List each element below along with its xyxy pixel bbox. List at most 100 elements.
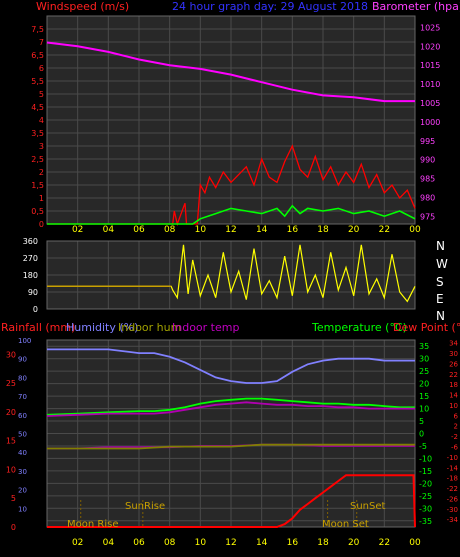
baro-y-tick-label: 1000 xyxy=(420,118,440,127)
temp-y-tick-label: 25 xyxy=(419,367,429,376)
wind-y-tick-label: 7 xyxy=(39,38,44,47)
rain-y-tick-label: 0 xyxy=(11,523,16,532)
temp-y-tick-label: -35 xyxy=(419,517,432,526)
wind-title: Windspeed (m/s) xyxy=(36,0,129,13)
wind-direction-line xyxy=(47,244,416,303)
series-layer xyxy=(46,41,416,528)
moonrise-label: Moon Rise xyxy=(67,519,118,530)
wind-plot-frame xyxy=(46,15,416,225)
dewpoint-y-tick-label: -30 xyxy=(447,506,458,514)
wind-x-tick-label: 18 xyxy=(317,225,329,235)
dewpoint-y-tick-label: 2 xyxy=(454,423,458,431)
wind-y-tick-label: 1 xyxy=(39,194,44,203)
dir-y-tick-label: 0 xyxy=(33,305,38,314)
indoor-hum-line xyxy=(47,443,415,450)
climate-x-tick-label: 04 xyxy=(103,538,115,548)
dewpoint-y-tick-label: 18 xyxy=(449,381,458,389)
wind-x-tick-label: 02 xyxy=(72,225,83,235)
dewpoint-y-tick-label: -34 xyxy=(447,516,459,524)
climate-x-tick-label: 14 xyxy=(256,538,268,548)
dir-plot-frame xyxy=(46,240,416,310)
dewpoint-y-tick-label: -6 xyxy=(451,443,459,451)
rainfall-line xyxy=(47,474,416,528)
temp-y-tick-label: 35 xyxy=(419,342,429,351)
humidity-y-tick-label: 40 xyxy=(18,449,27,457)
baro-y-tick-label: 1010 xyxy=(420,80,440,89)
humidity-y-tick-label: 20 xyxy=(18,487,27,495)
dir-label-n-bottom: N xyxy=(436,309,445,323)
barometer-line xyxy=(46,41,415,103)
wind-y-tick-label: 5 xyxy=(39,90,44,99)
dewpoint-line xyxy=(46,401,415,417)
baro-y-tick-label: 1005 xyxy=(420,99,440,108)
dewpoint-y-tick-label: 10 xyxy=(449,402,458,410)
humidity-y-tick-label: 70 xyxy=(18,393,27,401)
dewpoint-y-tick-label: 26 xyxy=(449,360,458,368)
wind-y-tick-label: 4,5 xyxy=(31,103,44,112)
event-layer xyxy=(80,500,358,527)
climate-x-tick-label: 20 xyxy=(348,538,360,548)
rain-y-tick-label: 20 xyxy=(6,408,16,417)
rain-y-tick-label: 15 xyxy=(6,437,16,446)
wind-y-tick-label: 0,5 xyxy=(31,207,44,216)
direction-labels: N W S E N xyxy=(436,239,448,323)
sunset-label: SunSet xyxy=(350,501,386,512)
temp-y-tick-label: -25 xyxy=(419,492,432,501)
moonset-label: Moon Set xyxy=(322,519,369,530)
dewpoint-y-tick-label: 30 xyxy=(449,350,458,358)
sunrise-label: SunRise xyxy=(125,501,165,512)
humidity-title: Humidity (%) xyxy=(66,321,138,334)
temperature-line xyxy=(46,397,415,416)
baro-y-tick-label: 980 xyxy=(420,194,435,203)
temp-y-tick-label: 10 xyxy=(419,405,429,414)
dir-y-tick-label: 270 xyxy=(23,254,38,263)
wind-x-tick-label: 12 xyxy=(225,225,236,235)
baro-y-tick-label: 975 xyxy=(420,212,435,221)
wind-x-tick-label: 14 xyxy=(256,225,268,235)
wind-x-tick-label: 04 xyxy=(103,225,115,235)
humidity-y-tick-label: 90 xyxy=(18,356,27,364)
wind-y-tick-label: 2 xyxy=(39,168,44,177)
climate-x-tick-label: 22 xyxy=(379,538,390,548)
rain-y-tick-label: 10 xyxy=(6,465,16,474)
wind-y-tick-label: 3,5 xyxy=(31,129,44,138)
humidity-y-tick-label: 50 xyxy=(18,431,27,439)
temperature-title: Temperature (°C) xyxy=(311,321,407,334)
baro-y-tick-label: 1015 xyxy=(420,61,440,70)
humidity-y-tick-label: 100 xyxy=(18,337,31,345)
temp-y-tick-label: 30 xyxy=(419,355,429,364)
temp-y-tick-label: -20 xyxy=(419,479,432,488)
dewpoint-y-tick-label: 14 xyxy=(449,392,458,400)
baro-title: Barometer (hpa) xyxy=(372,0,460,13)
climate-x-tick-label: 06 xyxy=(133,538,145,548)
graph-title: 24 hour graph day: 29 August 2018 xyxy=(172,0,368,13)
dir-label-w: W xyxy=(436,257,448,271)
humidity-y-tick-label: 10 xyxy=(18,505,27,513)
climate-x-tick-label: 10 xyxy=(195,538,207,548)
rain-title: Rainfall (mm) xyxy=(1,321,75,334)
dewpoint-title: Dew Point (°C) xyxy=(393,321,460,334)
temp-y-tick-label: 0 xyxy=(419,430,424,439)
indoor-hum-title: Indoor hum xyxy=(118,321,181,334)
dir-y-tick-label: 360 xyxy=(23,237,38,246)
humidity-y-tick-label: 80 xyxy=(18,374,27,382)
wind-x-tick-label: 16 xyxy=(287,225,299,235)
wind-y-tick-label: 5,5 xyxy=(31,77,44,86)
wind-x-tick-label: 22 xyxy=(379,225,390,235)
climate-x-tick-label: 00 xyxy=(409,538,421,548)
baro-y-tick-label: 1020 xyxy=(420,42,440,51)
temp-y-tick-label: -30 xyxy=(419,504,432,513)
temp-y-tick-label: 15 xyxy=(419,392,429,401)
dir-label-n-top: N xyxy=(436,239,445,253)
rain-y-tick-label: 25 xyxy=(6,379,16,388)
baro-y-tick-label: 1025 xyxy=(420,23,440,32)
climate-x-tick-label: 02 xyxy=(72,538,83,548)
wind-x-tick-label: 08 xyxy=(164,225,176,235)
wind-y-tick-label: 3 xyxy=(39,142,44,151)
rain-y-tick-label: 5 xyxy=(11,494,16,503)
dir-y-tick-label: 90 xyxy=(28,288,38,297)
wind-x-tick-label: 20 xyxy=(348,225,360,235)
humidity-y-tick-label: 60 xyxy=(18,412,27,420)
